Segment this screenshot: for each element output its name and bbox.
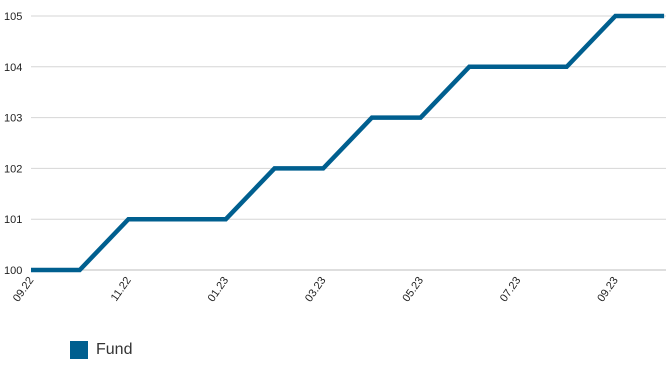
x-tick-label: 11.22 [109, 275, 134, 304]
y-tick-label: 104 [4, 62, 22, 74]
y-tick-label: 101 [4, 214, 22, 226]
x-tick-label: 01.23 [206, 275, 232, 304]
legend-label: Fund [96, 341, 133, 358]
y-tick-label: 103 [4, 113, 22, 125]
legend-swatch [70, 341, 88, 359]
y-tick-label: 100 [4, 265, 22, 277]
y-tick-label: 105 [4, 11, 22, 23]
legend: Fund [70, 341, 132, 359]
x-tick-label: 03.23 [303, 275, 329, 304]
series-line-0 [31, 13, 665, 273]
x-tick-label: 09.22 [11, 275, 37, 304]
y-tick-label: 102 [4, 163, 22, 175]
x-tick-label: 05.23 [400, 275, 426, 304]
x-tick-label: 09.23 [595, 275, 621, 304]
x-tick-label: 07.23 [498, 275, 524, 304]
